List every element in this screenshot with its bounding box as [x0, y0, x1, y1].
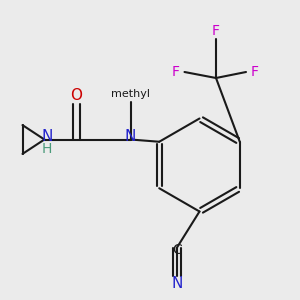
Text: F: F: [172, 65, 180, 79]
Text: O: O: [70, 88, 83, 103]
Text: N: N: [171, 276, 183, 291]
Text: C: C: [172, 244, 182, 257]
Text: N: N: [41, 129, 53, 144]
Text: methyl: methyl: [111, 88, 150, 99]
Text: F: F: [250, 65, 258, 79]
Text: H: H: [42, 142, 52, 156]
Text: N: N: [125, 129, 136, 144]
Text: F: F: [212, 24, 220, 38]
